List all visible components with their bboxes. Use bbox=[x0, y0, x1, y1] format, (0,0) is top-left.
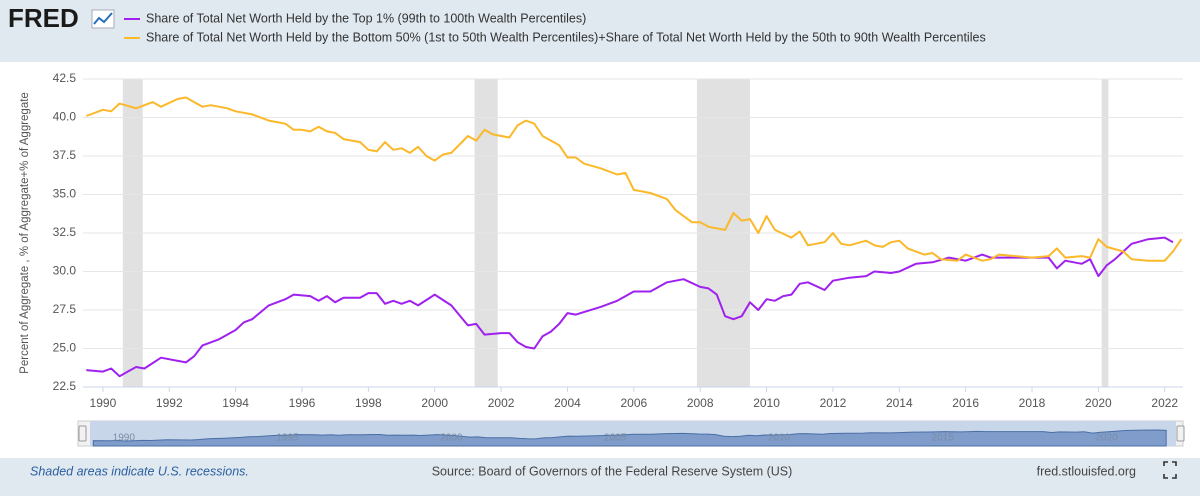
x-tick-label: 2008 bbox=[687, 396, 714, 410]
navigator-tick-label: 1990 bbox=[113, 433, 136, 444]
logo: FRED bbox=[8, 3, 79, 33]
logo-icon-line bbox=[93, 12, 113, 25]
x-tick-label: 2012 bbox=[820, 396, 847, 410]
source: Source: Board of Governors of the Federa… bbox=[432, 464, 793, 478]
navigator-tick-label: 1995 bbox=[276, 433, 299, 444]
y-tick-label: 30.0 bbox=[53, 264, 77, 278]
x-tick-label: 2016 bbox=[952, 396, 979, 410]
legend-label: Share of Total Net Worth Held by the Bot… bbox=[146, 30, 986, 44]
series-line bbox=[85, 96, 1183, 262]
series-line bbox=[86, 236, 1174, 378]
y-tick-label: 37.5 bbox=[53, 148, 77, 162]
chart-panel bbox=[0, 62, 1200, 458]
y-tick-label: 25.0 bbox=[53, 341, 77, 355]
y-tick-label: 42.5 bbox=[53, 71, 77, 85]
fullscreen-icon[interactable] bbox=[1163, 461, 1177, 479]
navigator-tick-label: 2015 bbox=[932, 433, 955, 444]
x-tick-label: 2018 bbox=[1019, 396, 1046, 410]
y-axis-label: Percent of Aggregate , % of Aggregate+% … bbox=[19, 92, 31, 374]
y-tick-label: 40.0 bbox=[53, 110, 77, 124]
x-tick-label: 1998 bbox=[355, 396, 382, 410]
x-tick-label: 1994 bbox=[222, 396, 249, 410]
navigator-tick-label: 2005 bbox=[604, 433, 627, 444]
recession-note: Shaded areas indicate U.S. recessions. bbox=[30, 464, 249, 478]
x-tick-label: 2014 bbox=[886, 396, 913, 410]
navigator-tick-label: 2020 bbox=[1095, 433, 1118, 444]
x-tick-label: 2010 bbox=[753, 396, 780, 410]
navigator-handle-left[interactable] bbox=[78, 425, 87, 442]
logo-icon bbox=[91, 9, 115, 29]
x-tick-label: 1992 bbox=[156, 396, 183, 410]
navigator-tick-label: 2000 bbox=[440, 433, 463, 444]
x-tick-label: 2002 bbox=[488, 396, 515, 410]
x-tick-label: 2020 bbox=[1085, 396, 1112, 410]
x-tick-label: 2022 bbox=[1151, 396, 1178, 410]
navigator-tick-label: 2010 bbox=[768, 433, 791, 444]
y-tick-label: 32.5 bbox=[53, 225, 77, 239]
x-tick-label: 1996 bbox=[289, 396, 316, 410]
y-tick-label: 35.0 bbox=[53, 187, 77, 201]
x-tick-label: 1990 bbox=[90, 396, 117, 410]
navigator-handle-right[interactable] bbox=[1176, 425, 1185, 442]
site: fred.stlouisfed.org bbox=[1037, 464, 1136, 478]
y-tick-label: 27.5 bbox=[53, 302, 77, 316]
y-tick-label: 22.5 bbox=[53, 379, 77, 393]
x-tick-label: 2006 bbox=[620, 396, 647, 410]
x-tick-label: 2000 bbox=[421, 396, 448, 410]
x-tick-label: 2004 bbox=[554, 396, 581, 410]
navigator-area bbox=[92, 429, 1167, 447]
legend-label: Share of Total Net Worth Held by the Top… bbox=[146, 11, 586, 25]
